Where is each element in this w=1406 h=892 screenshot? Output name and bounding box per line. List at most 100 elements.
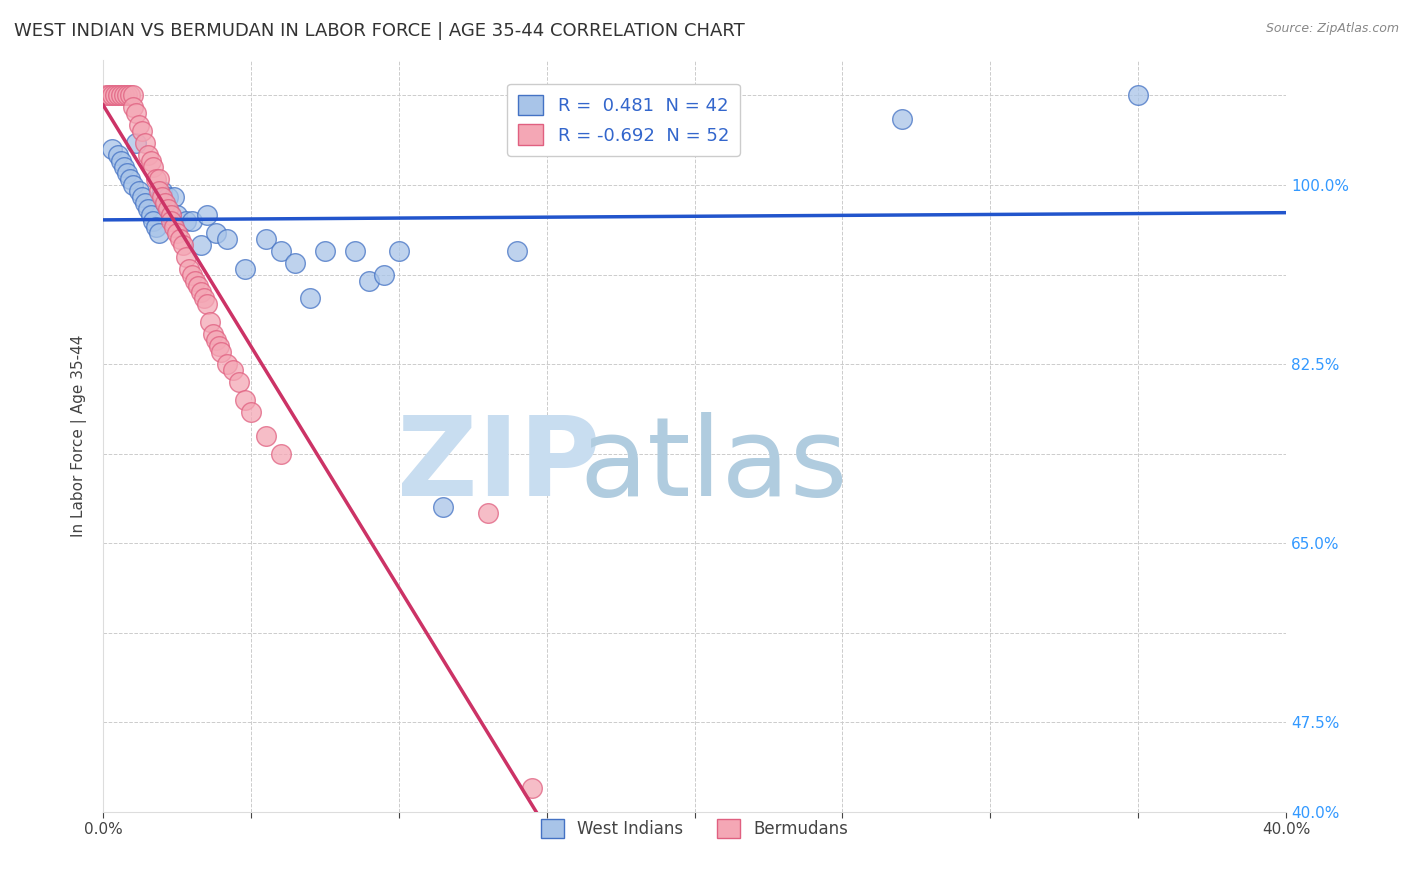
Point — [314, 244, 336, 258]
Point — [148, 172, 170, 186]
Point — [148, 184, 170, 198]
Point — [110, 88, 132, 103]
Point — [118, 88, 141, 103]
Point — [169, 232, 191, 246]
Point — [359, 273, 381, 287]
Point — [110, 154, 132, 169]
Point — [180, 214, 202, 228]
Point — [125, 106, 148, 120]
Point — [115, 88, 138, 103]
Point — [233, 261, 256, 276]
Point — [98, 88, 121, 103]
Point — [187, 279, 209, 293]
Point — [180, 268, 202, 282]
Point — [150, 190, 173, 204]
Point — [142, 214, 165, 228]
Point — [432, 500, 454, 515]
Point — [299, 292, 322, 306]
Point — [125, 136, 148, 151]
Point — [112, 88, 135, 103]
Point — [890, 112, 912, 127]
Point — [198, 315, 221, 329]
Point — [131, 124, 153, 138]
Point — [148, 226, 170, 240]
Point — [207, 339, 229, 353]
Text: ZIP: ZIP — [396, 412, 600, 519]
Point — [139, 154, 162, 169]
Point — [136, 202, 159, 216]
Point — [174, 250, 197, 264]
Point — [240, 405, 263, 419]
Text: atlas: atlas — [579, 412, 848, 519]
Point — [195, 297, 218, 311]
Point — [477, 507, 499, 521]
Point — [139, 208, 162, 222]
Point — [343, 244, 366, 258]
Legend: West Indians, Bermudans: West Indians, Bermudans — [534, 813, 855, 845]
Point — [145, 172, 167, 186]
Point — [145, 219, 167, 234]
Point — [155, 195, 177, 210]
Point — [177, 261, 200, 276]
Point — [160, 208, 183, 222]
Point — [107, 88, 129, 103]
Point — [155, 195, 177, 210]
Point — [104, 88, 127, 103]
Point — [112, 160, 135, 174]
Point — [190, 237, 212, 252]
Point — [160, 208, 183, 222]
Point — [233, 392, 256, 407]
Point — [166, 208, 188, 222]
Point — [121, 178, 143, 192]
Y-axis label: In Labor Force | Age 35-44: In Labor Force | Age 35-44 — [72, 334, 87, 537]
Point — [184, 273, 207, 287]
Point — [254, 428, 277, 442]
Point — [222, 363, 245, 377]
Point — [128, 184, 150, 198]
Point — [142, 160, 165, 174]
Point — [506, 244, 529, 258]
Point — [284, 255, 307, 269]
Point — [228, 375, 250, 389]
Point — [118, 172, 141, 186]
Point — [201, 327, 224, 342]
Point — [211, 345, 233, 359]
Point — [157, 202, 180, 216]
Text: WEST INDIAN VS BERMUDAN IN LABOR FORCE | AGE 35-44 CORRELATION CHART: WEST INDIAN VS BERMUDAN IN LABOR FORCE |… — [14, 22, 745, 40]
Point — [128, 118, 150, 132]
Point — [174, 214, 197, 228]
Point — [520, 780, 543, 795]
Point — [190, 285, 212, 300]
Point — [270, 447, 292, 461]
Point — [101, 88, 124, 103]
Point — [134, 136, 156, 151]
Point — [150, 184, 173, 198]
Point — [163, 219, 186, 234]
Point — [195, 208, 218, 222]
Point — [204, 226, 226, 240]
Point — [1126, 88, 1149, 103]
Point — [254, 232, 277, 246]
Point — [131, 190, 153, 204]
Point — [163, 190, 186, 204]
Text: Source: ZipAtlas.com: Source: ZipAtlas.com — [1265, 22, 1399, 36]
Point — [157, 190, 180, 204]
Point — [193, 292, 215, 306]
Point — [121, 88, 143, 103]
Point — [270, 244, 292, 258]
Point — [204, 333, 226, 347]
Point — [121, 100, 143, 114]
Point — [134, 195, 156, 210]
Point — [160, 214, 183, 228]
Point — [217, 357, 239, 371]
Point — [217, 232, 239, 246]
Point — [172, 237, 194, 252]
Point — [107, 148, 129, 162]
Point — [101, 142, 124, 156]
Point — [166, 226, 188, 240]
Point — [136, 148, 159, 162]
Point — [373, 268, 395, 282]
Point — [388, 244, 411, 258]
Point — [96, 88, 118, 103]
Point — [115, 166, 138, 180]
